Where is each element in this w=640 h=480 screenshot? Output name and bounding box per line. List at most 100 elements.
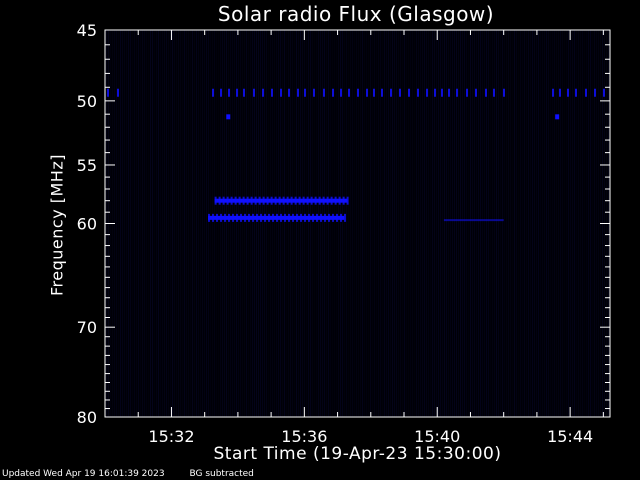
emission-band-tick [247,213,250,222]
background-streak [292,30,293,417]
background-streak [308,30,309,417]
background-streak [458,30,459,417]
background-streak [462,30,463,417]
emission-band-tick [318,196,321,205]
emission-band-tick [243,213,246,222]
background-streak [562,30,563,417]
emission-band-tick [218,196,221,205]
background-streak [474,30,475,417]
emission-band-tick [342,196,345,205]
interference-tick [366,88,368,97]
emission-band-tick [250,196,253,205]
background-streak [366,30,367,417]
background-streak [194,30,195,417]
background-streak [440,30,441,417]
background-streak [238,30,239,417]
background-streak [416,30,417,417]
interference-tick [567,88,569,97]
emission-band-tick [215,213,218,222]
background-streak [244,30,245,417]
background-streak [142,30,143,417]
background-streak [236,30,237,417]
background-streak [380,30,381,417]
emission-band-tick [327,213,330,222]
interference-tick [107,88,109,97]
emission-band-tick [254,196,257,205]
y-tick-label: 60 [77,215,97,234]
background-streak [128,30,129,417]
background-streak [262,30,263,417]
background-streak [486,30,487,417]
background-streak [442,30,443,417]
emission-band-tick [258,196,261,205]
background-streak [596,30,597,417]
background-streak [374,30,375,417]
background-streak [528,30,529,417]
background-streak [510,30,511,417]
emission-band-tick [223,213,226,222]
updated-timestamp: Updated Wed Apr 19 16:01:39 2023 [2,469,165,479]
interference-tick [340,88,342,97]
background-streak [494,30,495,417]
emission-band-tick [335,213,338,222]
background-streak [524,30,525,417]
background-streak [352,30,353,417]
emission-band-tick [238,196,241,205]
background-streak [578,30,579,417]
background-streak [428,30,429,417]
background-streak [466,30,467,417]
background-streak [210,30,211,417]
y-tick-label: 55 [77,156,97,175]
background-streak [134,30,135,417]
background-streak [222,30,223,417]
background-streak [518,30,519,417]
background-streak [312,30,313,417]
background-streak [382,30,383,417]
background-streak [496,30,497,417]
background-streak [386,30,387,417]
interference-tick [399,88,401,97]
background-streak [418,30,419,417]
background-streak [294,30,295,417]
background-streak [198,30,199,417]
interference-tick [253,88,255,97]
background-streak [570,30,571,417]
background-streak [500,30,501,417]
background-streak [136,30,137,417]
background-streak [378,30,379,417]
background-streak [284,30,285,417]
background-streak [448,30,449,417]
emission-band-tick [267,213,270,222]
interference-tick [357,88,359,97]
background-streak [270,30,271,417]
emission-band-tick [338,196,341,205]
background-streak [450,30,451,417]
background-streak [362,30,363,417]
background-streak [490,30,491,417]
emission-band-tick [323,213,326,222]
footer: Updated Wed Apr 19 16:01:39 2023 BG subt… [2,469,276,479]
emission-band-tick [242,196,245,205]
background-streak [484,30,485,417]
background-streak [212,30,213,417]
background-streak [348,30,349,417]
background-streak [350,30,351,417]
background-streak [274,30,275,417]
background-streak [316,30,317,417]
background-streak [422,30,423,417]
emission-band [443,219,504,222]
interference-tick [552,88,554,97]
background-streak [286,30,287,417]
background-streak [412,30,413,417]
background-streak [220,30,221,417]
background-streak [598,30,599,417]
emission-band-tick [278,196,281,205]
emission-band-tick [286,196,289,205]
emission-band-tick [234,196,237,205]
emission-band-tick [222,196,225,205]
background-streak [488,30,489,417]
background-streak [228,30,229,417]
background-streak [370,30,371,417]
emission-band-tick [255,213,258,222]
emission-band-tick [266,196,269,205]
